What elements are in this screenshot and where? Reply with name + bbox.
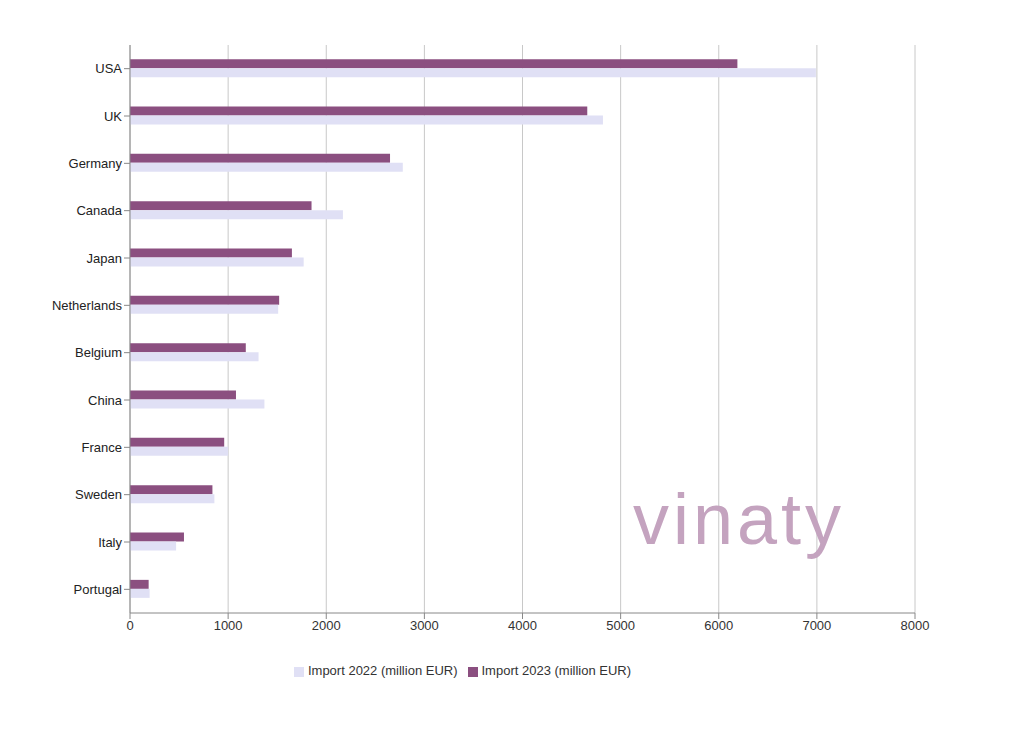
svg-text:Portugal: Portugal — [74, 582, 123, 597]
svg-text:Belgium: Belgium — [75, 345, 122, 360]
svg-text:UK: UK — [104, 109, 122, 124]
svg-text:France: France — [82, 440, 122, 455]
svg-text:Japan: Japan — [87, 251, 122, 266]
svg-text:Germany: Germany — [69, 156, 123, 171]
svg-text:1000: 1000 — [214, 618, 243, 633]
svg-text:Netherlands: Netherlands — [52, 298, 123, 313]
svg-text:2000: 2000 — [312, 618, 341, 633]
svg-text:Italy: Italy — [98, 535, 122, 550]
svg-text:China: China — [88, 393, 123, 408]
html-text:Import 2022 (million EUR): Import 2022 (million EUR) — [308, 663, 458, 678]
svg-text:Sweden: Sweden — [75, 487, 122, 502]
svg-text:3000: 3000 — [410, 618, 439, 633]
svg-text:0: 0 — [126, 618, 133, 633]
html-text:vinaty: vinaty — [633, 479, 846, 559]
svg-text:4000: 4000 — [508, 618, 537, 633]
svg-text:5000: 5000 — [606, 618, 635, 633]
svg-text:USA: USA — [95, 61, 122, 76]
svg-text:6000: 6000 — [704, 618, 733, 633]
svg-text:Canada: Canada — [76, 203, 122, 218]
svg-text:7000: 7000 — [802, 618, 831, 633]
svg-text:8000: 8000 — [901, 618, 930, 633]
html-text:Import 2023 (million EUR): Import 2023 (million EUR) — [481, 663, 631, 678]
